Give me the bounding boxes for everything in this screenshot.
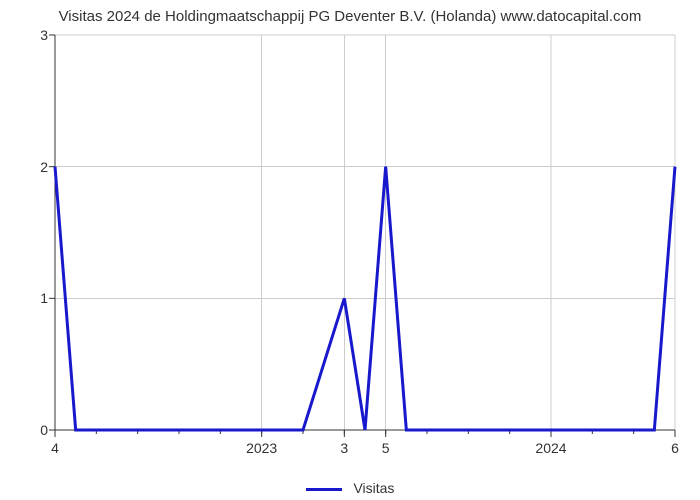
legend-swatch [306, 488, 342, 491]
legend-label: Visitas [353, 480, 394, 496]
plot-area [55, 35, 675, 430]
x-tick-label: 2024 [535, 440, 566, 456]
x-tick-label: 2023 [246, 440, 277, 456]
y-tick-label: 0 [8, 422, 48, 438]
chart-svg [55, 35, 675, 430]
chart-container: Visitas 2024 de Holdingmaatschappij PG D… [0, 0, 700, 500]
x-tick-label: 5 [382, 440, 390, 456]
x-tick-label: 3 [340, 440, 348, 456]
legend: Visitas [0, 480, 700, 496]
x-tick-label: 4 [51, 440, 59, 456]
chart-title: Visitas 2024 de Holdingmaatschappij PG D… [0, 8, 700, 25]
y-tick-label: 1 [8, 290, 48, 306]
y-tick-label: 2 [8, 159, 48, 175]
y-tick-label: 3 [8, 27, 48, 43]
x-tick-label: 6 [671, 440, 679, 456]
